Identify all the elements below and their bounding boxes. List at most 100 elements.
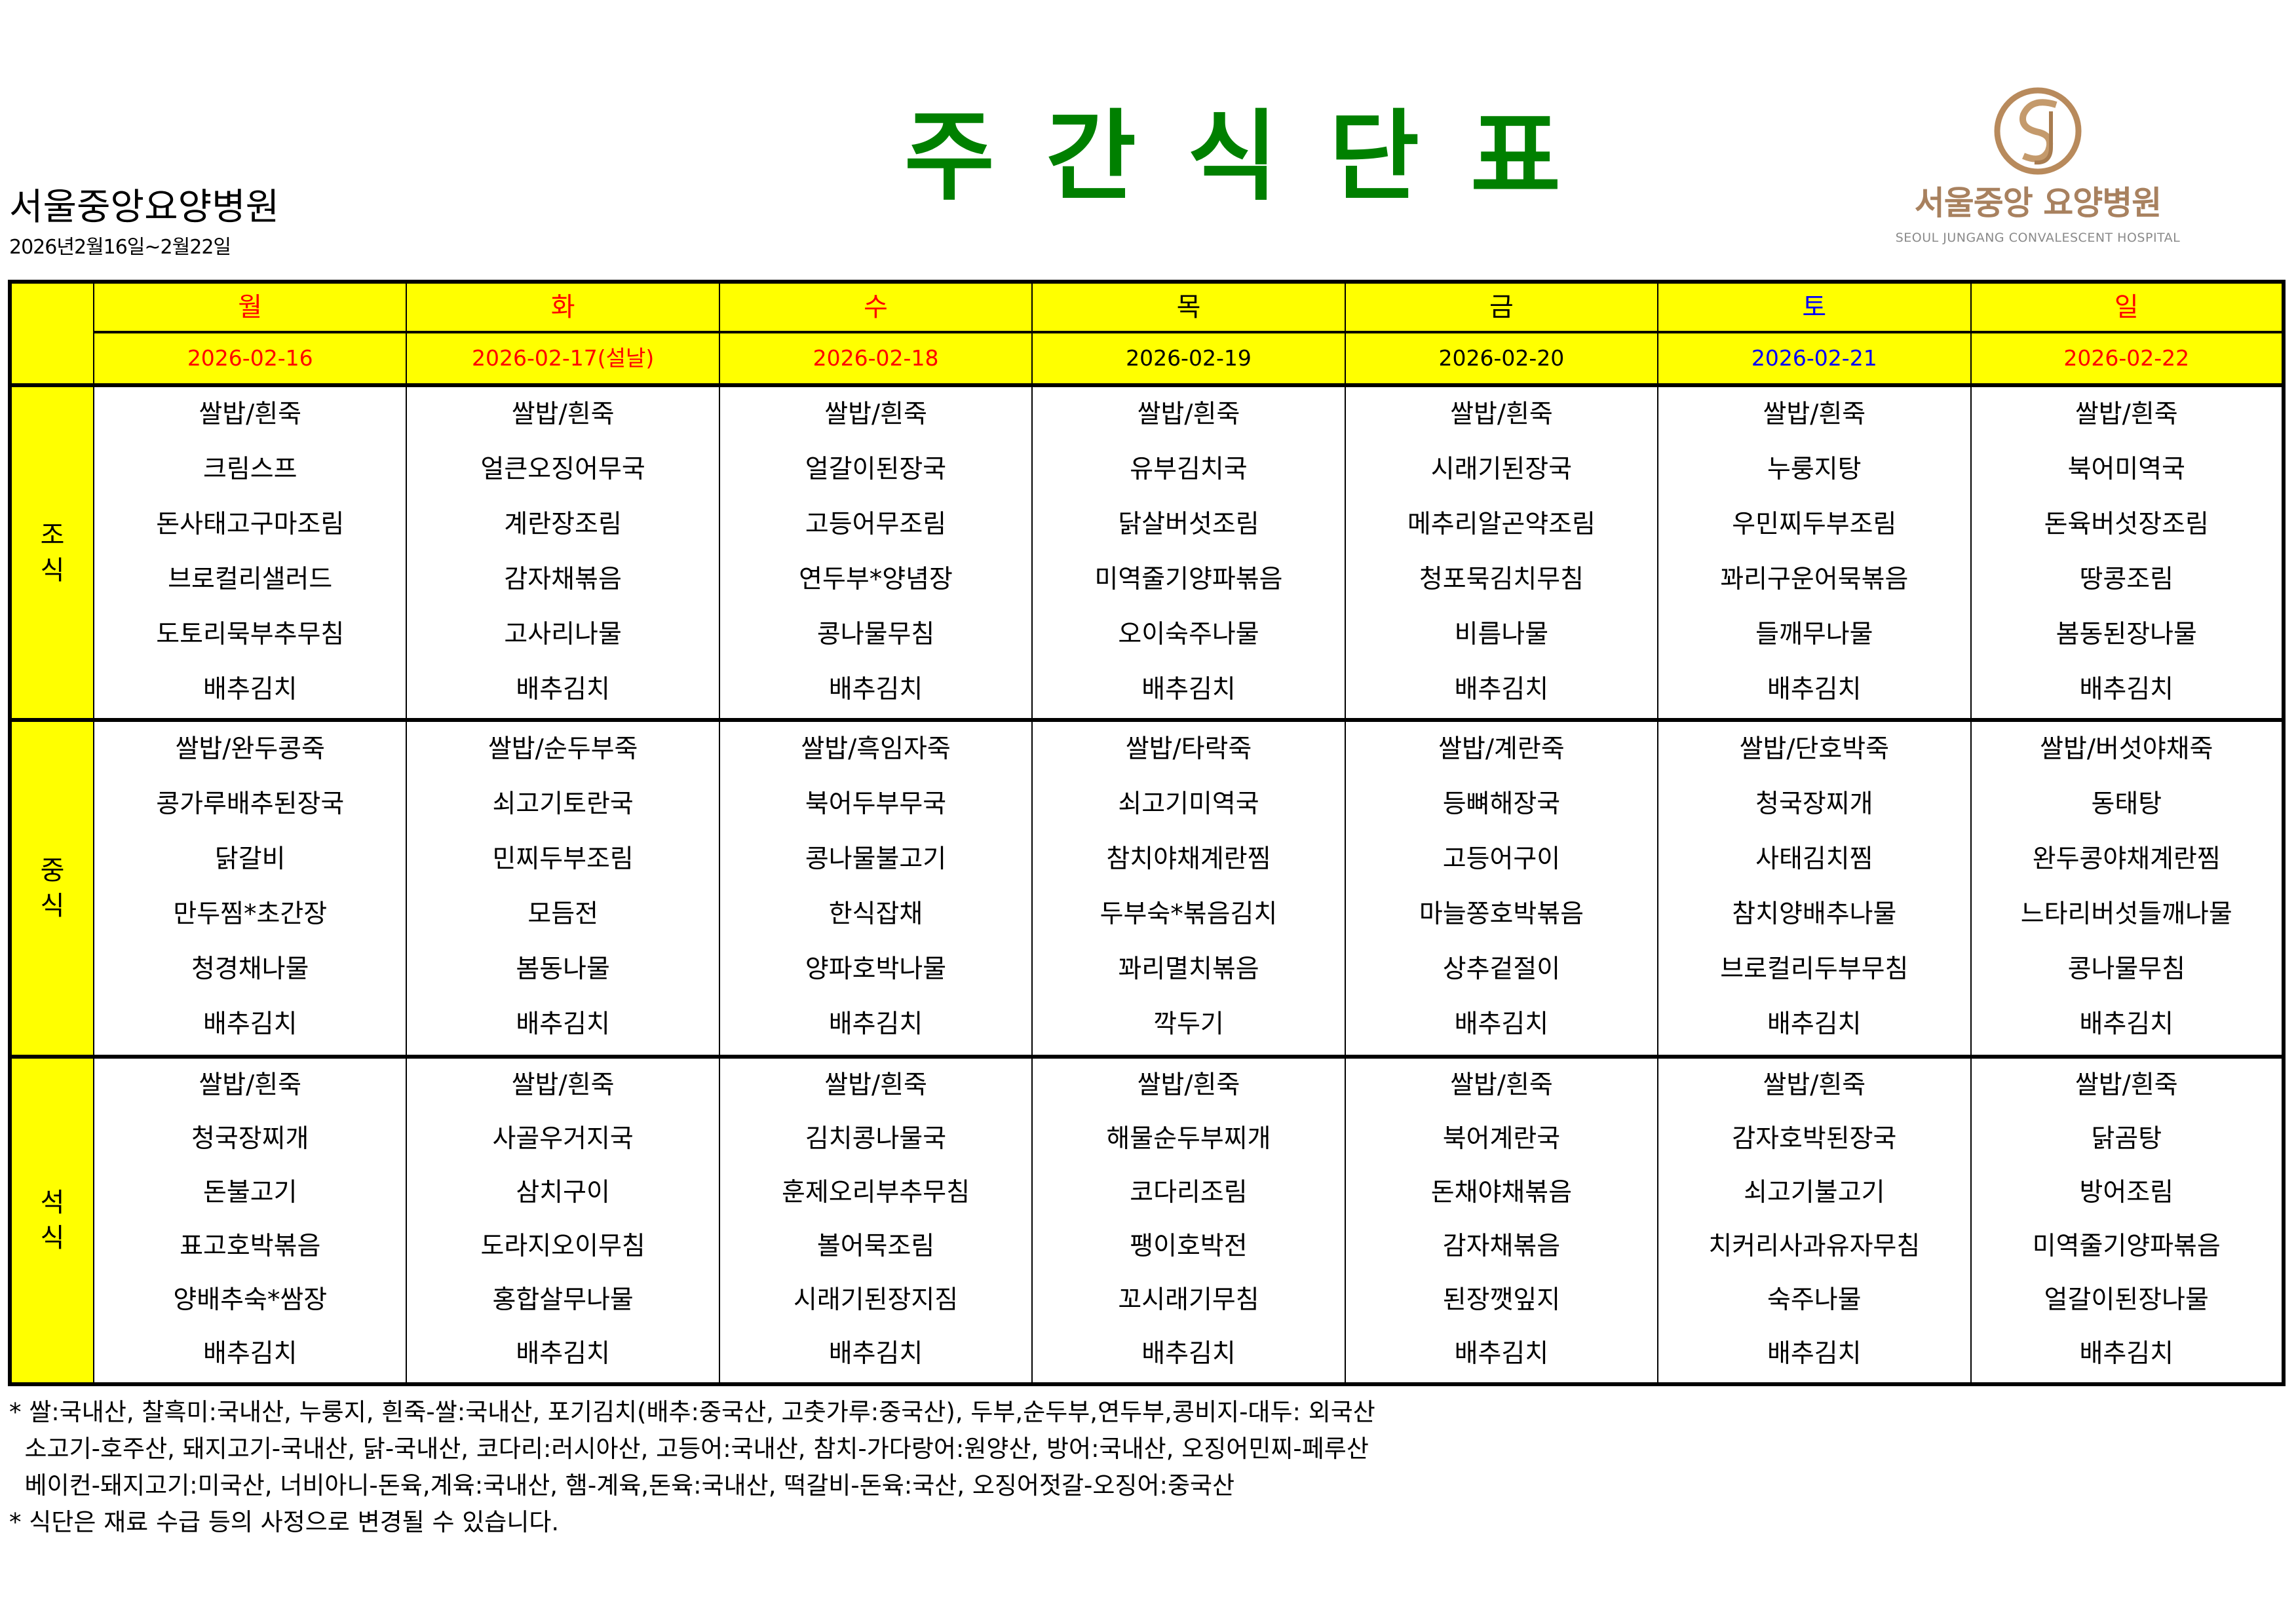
menu-item: 청국장찌개 bbox=[1755, 789, 1873, 819]
menu-item: 배추김치 bbox=[516, 675, 610, 704]
menu-cell: 쌀밥/단호박죽 청국장찌개 사태김치찜 참치양배추나물 브로컬리두부무침 배추김치 bbox=[1657, 718, 1972, 1057]
meal-label-char: 식 bbox=[40, 1223, 65, 1253]
menu-item: 쌀밥/흰죽 bbox=[1137, 1070, 1240, 1100]
menu-item: 삼치구이 bbox=[516, 1178, 610, 1207]
menu-item: 민찌두부조림 bbox=[492, 844, 634, 874]
menu-item: 비름나물 bbox=[1454, 620, 1549, 649]
menu-item: 배추김치 bbox=[1767, 1339, 1862, 1369]
menu-item: 쌀밥/흰죽 bbox=[1450, 400, 1553, 429]
menu-item: 얼큰오징어무국 bbox=[480, 455, 645, 484]
menu-item: 청국장찌개 bbox=[191, 1124, 309, 1154]
date-header-4: 2026-02-19 bbox=[1031, 331, 1346, 386]
menu-item: 청경채나물 bbox=[191, 954, 309, 984]
menu-cell: 쌀밥/흰죽 해물순두부찌개 코다리조림 팽이호박전 꼬시래기무침 배추김치 bbox=[1031, 1055, 1346, 1385]
menu-item: 감자호박된장국 bbox=[1732, 1124, 1897, 1154]
menu-cell: 쌀밥/흰죽 얼갈이된장국 고등어무조림 연두부*양념장 콩나물무침 배추김치 bbox=[718, 383, 1033, 721]
menu-item: 배추김치 bbox=[1454, 1010, 1549, 1039]
menu-item: 돈채야채볶음 bbox=[1430, 1178, 1573, 1207]
menu-item: 크림스프 bbox=[202, 455, 297, 484]
menu-item: 쌀밥/완두콩죽 bbox=[175, 734, 325, 764]
menu-item: 배추김치 bbox=[1454, 675, 1549, 704]
menu-cell: 쌀밥/흰죽 얼큰오징어무국 계란장조림 감자채볶음 고사리나물 배추김치 bbox=[406, 383, 720, 721]
date-header-2: 2026-02-17(설날) bbox=[406, 331, 720, 386]
menu-item: 닭살버섯조림 bbox=[1118, 510, 1259, 539]
hospital-name: 서울중앙요양병원 bbox=[9, 186, 280, 229]
menu-item: 메추리알곤약조림 bbox=[1407, 510, 1596, 539]
date-header-6: 2026-02-21 bbox=[1657, 331, 1972, 386]
logo-text-english: SEOUL JUNGANG CONVALESCENT HOSPITAL bbox=[1895, 231, 2181, 245]
menu-item: 돈사태고구마조림 bbox=[156, 510, 345, 539]
date-header-row: 2026-02-16 2026-02-17(설날) 2026-02-18 2026-0… bbox=[10, 331, 2285, 386]
menu-item: 미역줄기양파볶음 bbox=[2032, 1232, 2221, 1261]
menu-cell: 쌀밥/흰죽 감자호박된장국 쇠고기불고기 치커리사과유자무침 숙주나물 배추김치 bbox=[1657, 1055, 1972, 1385]
menu-item: 참치야채계란찜 bbox=[1106, 844, 1271, 874]
menu-item: 배추김치 bbox=[2079, 1339, 2174, 1369]
day-header-1: 월 bbox=[92, 281, 408, 333]
menu-item: 꼬시래기무침 bbox=[1118, 1285, 1259, 1315]
menu-item: 미역줄기양파볶음 bbox=[1094, 565, 1283, 594]
menu-cell: 쌀밥/흰죽 닭곰탕 방어조림 미역줄기양파볶음 얼갈이된장나물 배추김치 bbox=[1970, 1055, 2285, 1385]
menu-item: 쌀밥/버섯야채죽 bbox=[2040, 734, 2213, 764]
menu-item: 쌀밥/흰죽 bbox=[1763, 1070, 1866, 1100]
date-header-7: 2026-02-22 bbox=[1970, 331, 2285, 386]
menu-item: 쌀밥/흰죽 bbox=[824, 1070, 927, 1100]
date-header-1: 2026-02-16 bbox=[92, 331, 408, 386]
meal-label-char: 중 bbox=[40, 856, 65, 886]
menu-cell: 쌀밥/버섯야채죽 동태탕 완두콩야채계란찜 느타리버섯들깨나물 콩나물무침 배추김치 bbox=[1970, 718, 2285, 1057]
menu-item: 쌀밥/흰죽 bbox=[1763, 400, 1866, 429]
menu-cell: 쌀밥/흰죽 크림스프 돈사태고구마조림 브로컬리샐러드 도토리묵부추무침 배추김치 bbox=[92, 383, 408, 721]
menu-cell: 쌀밥/계란죽 등뼈해장국 고등어구이 마늘쫑호박볶음 상추겉절이 배추김치 bbox=[1344, 718, 1659, 1057]
menu-item: 배추김치 bbox=[202, 1339, 297, 1369]
menu-item: 양파호박나물 bbox=[805, 954, 947, 984]
menu-item: 콩나물불고기 bbox=[805, 844, 947, 874]
menu-item: 쇠고기토란국 bbox=[492, 789, 634, 819]
meal-row-3: 석 식 쌀밥/흰죽 청국장찌개 돈불고기 표고호박볶음 양배추숙*쌈장 배추김치 쌀밥/흰죽 사골… bbox=[9, 1055, 2285, 1385]
logo-text-korean: 서울중앙 요양병원 bbox=[1914, 184, 2162, 222]
menu-item: 배추김치 bbox=[1141, 675, 1236, 704]
menu-item: 얼갈이된장나물 bbox=[2044, 1285, 2209, 1315]
menu-item: 누룽지탕 bbox=[1767, 455, 1862, 484]
menu-cell: 쌀밥/흰죽 누룽지탕 우민찌두부조림 꽈리구운어묵볶음 들깨무나물 배추김치 bbox=[1657, 383, 1972, 721]
menu-cell: 쌀밥/순두부죽 쇠고기토란국 민찌두부조림 모듬전 봄동나물 배추김치 bbox=[406, 718, 720, 1057]
menu-item: 도토리묵부추무침 bbox=[156, 620, 345, 649]
menu-item: 쇠고기미역국 bbox=[1118, 789, 1259, 819]
menu-item: 훈제오리부추무침 bbox=[782, 1178, 970, 1207]
menu-item: 상추겉절이 bbox=[1442, 954, 1561, 984]
menu-item: 표고호박볶음 bbox=[180, 1232, 321, 1261]
menu-item: 쌀밥/흰죽 bbox=[511, 400, 615, 429]
menu-item: 꽈리구운어묵볶음 bbox=[1720, 565, 1909, 594]
menu-item: 쌀밥/흑임자죽 bbox=[801, 734, 951, 764]
menu-item: 계란장조림 bbox=[504, 510, 622, 539]
menu-item: 배추김치 bbox=[1767, 1010, 1862, 1039]
meal-label-char: 조 bbox=[40, 519, 65, 550]
menu-item: 치커리사과유자무침 bbox=[1708, 1232, 1921, 1261]
note-line: 소고기-호주산, 돼지고기-국내산, 닭-국내산, 코다리:러시아산, 고등어:… bbox=[9, 1435, 1369, 1463]
menu-item: 만두찜*초간장 bbox=[173, 899, 328, 929]
menu-item: 배추김치 bbox=[2079, 1010, 2174, 1039]
menu-cell: 쌀밥/흑임자죽 북어두부무국 콩나물불고기 한식잡채 양파호박나물 배추김치 bbox=[718, 718, 1033, 1057]
menu-item: 배추김치 bbox=[202, 1010, 297, 1039]
menu-item: 얼갈이된장국 bbox=[805, 455, 947, 484]
day-header-2: 화 bbox=[406, 281, 720, 333]
menu-cell: 쌀밥/타락죽 쇠고기미역국 참치야채계란찜 두부숙*볶음김치 꽈리멸치볶음 깍두기 bbox=[1031, 718, 1346, 1057]
menu-period: 2026년2월16일~2월22일 bbox=[9, 236, 231, 259]
menu-item: 배추김치 bbox=[1454, 1339, 1549, 1369]
menu-cell: 쌀밥/흰죽 북어계란국 돈채야채볶음 감자채볶음 된장깻잎지 배추김치 bbox=[1344, 1055, 1659, 1385]
menu-item: 팽이호박전 bbox=[1130, 1232, 1248, 1261]
menu-item: 연두부*양념장 bbox=[799, 565, 953, 594]
menu-item: 느타리버섯들깨나물 bbox=[2020, 899, 2232, 929]
menu-item: 배추김치 bbox=[828, 1010, 923, 1039]
menu-item: 방어조림 bbox=[2079, 1178, 2174, 1207]
day-header-4: 목 bbox=[1031, 281, 1346, 333]
menu-item: 모듬전 bbox=[527, 899, 598, 929]
menu-item: 쌀밥/단호박죽 bbox=[1739, 734, 1890, 764]
menu-item: 볼어묵조림 bbox=[816, 1232, 935, 1261]
menu-item: 배추김치 bbox=[1141, 1339, 1236, 1369]
note-line: * 쌀:국내산, 찰흑미:국내산, 누룽지, 흰죽-쌀:국내산, 포기김치(배추… bbox=[9, 1398, 1375, 1426]
menu-item: 브로컬리샐러드 bbox=[168, 565, 333, 594]
menu-item: 청포묵김치무침 bbox=[1419, 565, 1584, 594]
